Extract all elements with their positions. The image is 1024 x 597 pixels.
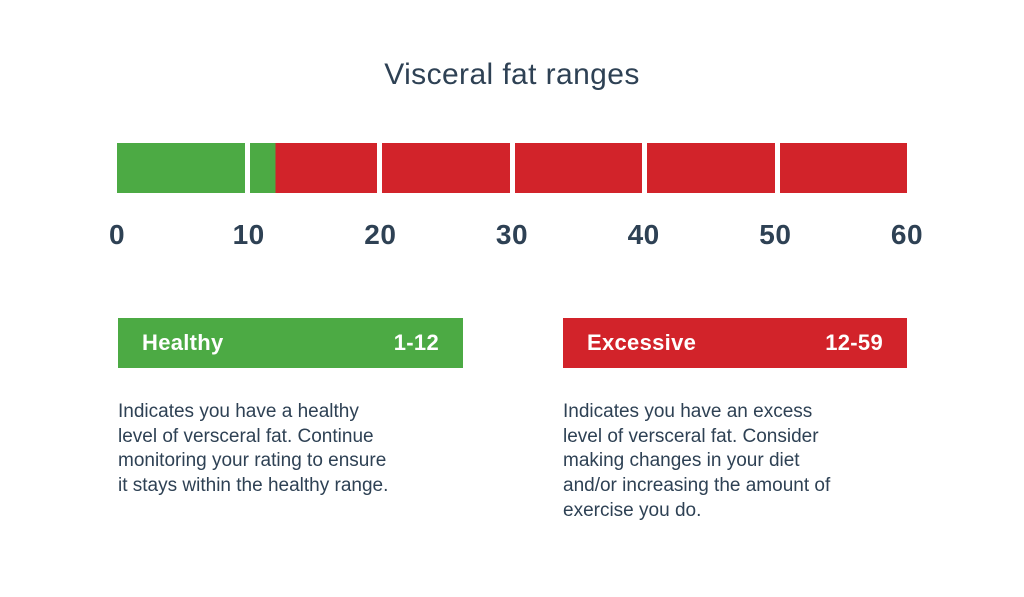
- healthy-label: Healthy: [142, 330, 224, 355]
- axis-tick-30: 30: [495, 219, 529, 250]
- excessive-label: Excessive: [587, 330, 697, 355]
- fat-range-bar: [117, 143, 907, 193]
- axis-tick-10: 10: [232, 219, 265, 250]
- axis-tick-40: 40: [627, 219, 660, 250]
- excessive-description: Indicates you have an excess level of ve…: [563, 401, 831, 521]
- axis-tick-0: 0: [108, 219, 126, 250]
- excessive-range-value: 12-59: [825, 330, 883, 355]
- bar-segment-50-60: [779, 143, 907, 193]
- excessive-legend-card: Excessive 12-59: [563, 318, 907, 368]
- bar-segment-30-40: [514, 143, 642, 193]
- chart-title: Visceral fat ranges: [384, 58, 640, 91]
- axis-tick-20: 20: [364, 219, 397, 250]
- axis-tick-60: 60: [890, 219, 924, 250]
- bar-segment-20-30: [382, 143, 510, 193]
- bar-segment-40-50: [647, 143, 775, 193]
- healthy-range-value: 1-12: [393, 330, 439, 355]
- bar-segment-0-10: [117, 143, 245, 193]
- x-axis: 0 10 20 30 40 50 60: [109, 219, 923, 253]
- healthy-legend-card: Healthy 1-12: [118, 318, 463, 368]
- axis-tick-50: 50: [759, 219, 792, 250]
- healthy-description: Indicates you have a healthy level of ve…: [118, 401, 389, 497]
- bar-segment-10-20: [249, 143, 377, 193]
